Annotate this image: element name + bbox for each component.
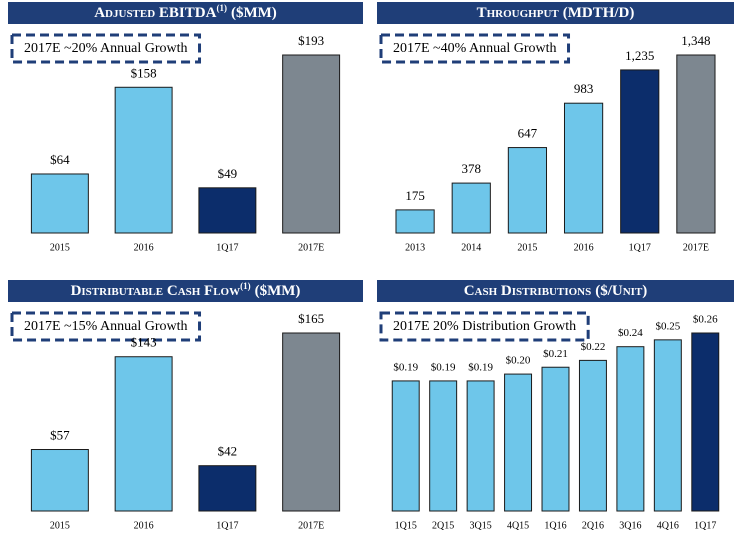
- value-label: $143: [131, 335, 157, 350]
- bar: [620, 69, 660, 234]
- x-tick-label: 2016: [134, 520, 154, 531]
- title-text: Distributable Cash Flow: [71, 283, 241, 299]
- value-label: $0.19: [468, 361, 493, 373]
- x-tick-label: 2013: [405, 242, 425, 253]
- bar: [198, 187, 257, 234]
- value-label: 378: [462, 161, 482, 176]
- chart-title: Cash Distributions ($/Unit): [464, 283, 648, 299]
- chart-title: Adjusted EBITDA(1) ($MM): [94, 3, 277, 21]
- value-label: $57: [50, 427, 70, 442]
- value-label: $0.20: [506, 355, 531, 367]
- title-note: (1): [216, 3, 227, 13]
- bar: [563, 102, 604, 234]
- value-label: $0.26: [693, 314, 718, 326]
- x-tick-label: 2016: [134, 242, 154, 253]
- value-label: 1,348: [681, 33, 710, 48]
- annotation: 2017E ~40% Annual Growth: [393, 41, 557, 56]
- title-bar: [8, 2, 363, 24]
- x-tick-label: 2015: [50, 520, 70, 531]
- x-tick-label: 1Q17: [216, 242, 238, 253]
- x-tick-label: 1Q16: [544, 520, 566, 531]
- title-bar: [377, 280, 734, 302]
- bar: [616, 346, 645, 512]
- x-tick-label: 1Q17: [694, 520, 716, 531]
- annotation: 2017E 20% Distribution Growth: [393, 319, 576, 334]
- title-bar: [8, 280, 363, 302]
- bar: [282, 54, 341, 234]
- x-tick-label: 3Q15: [469, 520, 491, 531]
- bar: [30, 173, 89, 234]
- value-label: 175: [405, 188, 425, 203]
- value-label: $0.25: [655, 320, 680, 332]
- annotation-box: [10, 311, 202, 342]
- title-text: Cash Distributions: [464, 283, 592, 299]
- value-label: $42: [218, 444, 238, 459]
- bar: [504, 373, 533, 512]
- x-tick-label: 2017E: [298, 242, 324, 253]
- value-label: $0.21: [543, 348, 568, 360]
- x-tick-label: 2Q15: [432, 520, 454, 531]
- value-label: $158: [131, 65, 157, 80]
- value-label: $49: [218, 166, 238, 181]
- bar: [198, 465, 257, 512]
- bar: [114, 356, 173, 512]
- annotation-box: [379, 33, 571, 64]
- x-tick-label: 3Q16: [619, 520, 641, 531]
- annotation: 2017E ~20% Annual Growth: [24, 41, 188, 56]
- bar: [395, 209, 435, 234]
- value-label: $193: [298, 33, 324, 48]
- x-tick-label: 2014: [461, 242, 481, 253]
- title-unit: ($/Unit): [595, 283, 647, 299]
- title-unit: (MDTH/D): [563, 5, 635, 21]
- title-text: Throughput: [477, 5, 560, 21]
- bar: [391, 380, 420, 512]
- value-label: $0.22: [581, 341, 606, 353]
- value-label: 983: [574, 81, 594, 96]
- bar: [507, 147, 548, 234]
- title-text: Adjusted EBITDA: [94, 5, 216, 21]
- value-label: 1,235: [625, 48, 654, 63]
- value-label: $0.19: [431, 361, 456, 373]
- x-tick-label: 4Q15: [507, 520, 529, 531]
- bar: [653, 339, 682, 512]
- x-tick-label: 4Q16: [657, 520, 679, 531]
- x-tick-label: 2017E: [298, 520, 324, 531]
- x-tick-label: 2015: [517, 242, 537, 253]
- x-tick-label: 2016: [574, 242, 594, 253]
- bar: [429, 380, 458, 512]
- value-label: $0.19: [393, 361, 418, 373]
- x-tick-label: 1Q17: [629, 242, 651, 253]
- title-unit: ($MM): [231, 5, 277, 21]
- value-label: $0.24: [618, 327, 643, 339]
- bar: [466, 380, 495, 512]
- value-label: 647: [518, 126, 538, 141]
- bar: [541, 366, 570, 512]
- title-bar: [377, 2, 734, 24]
- x-tick-label: 2017E: [683, 242, 709, 253]
- annotation: 2017E ~15% Annual Growth: [24, 319, 188, 334]
- value-label: $165: [298, 311, 324, 326]
- x-tick-label: 1Q17: [216, 520, 238, 531]
- title-unit: ($MM): [255, 283, 301, 299]
- x-tick-label: 2Q16: [582, 520, 604, 531]
- bar: [30, 449, 89, 512]
- chart-title: Distributable Cash Flow(1) ($MM): [71, 281, 301, 299]
- value-label: $64: [50, 152, 70, 167]
- bar: [676, 54, 716, 234]
- bar: [451, 182, 491, 234]
- annotation-box: [379, 311, 590, 342]
- bar: [282, 332, 341, 512]
- title-note: (1): [240, 281, 251, 291]
- bar: [114, 86, 173, 234]
- chart-title: Throughput (MDTH/D): [477, 5, 635, 21]
- x-tick-label: 1Q15: [395, 520, 417, 531]
- annotation-box: [10, 33, 202, 64]
- x-tick-label: 2015: [50, 242, 70, 253]
- bar: [691, 332, 720, 512]
- bar: [578, 359, 607, 512]
